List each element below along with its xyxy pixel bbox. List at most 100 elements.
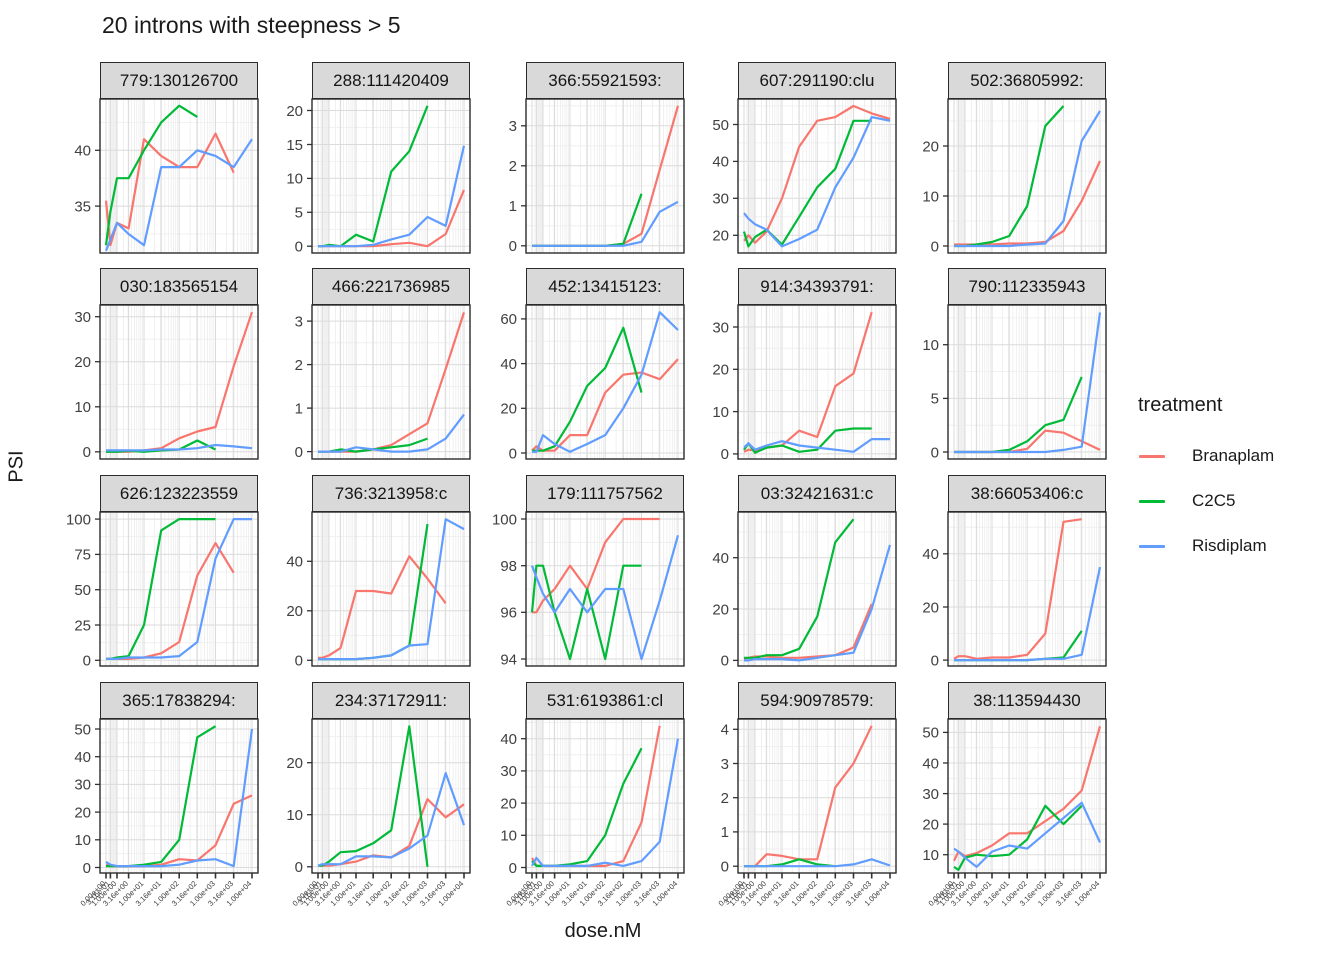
y-tick-label: 0 bbox=[295, 238, 303, 255]
y-tick-label: 10 bbox=[712, 404, 729, 421]
facet-strip: 452:13415123: bbox=[526, 268, 684, 305]
y-tick-label: 50 bbox=[74, 582, 91, 599]
facet-790:112335943: 790:112335943 0 5 10 bbox=[900, 268, 1107, 463]
y-tick-label: 40 bbox=[500, 731, 517, 748]
y-tick-label: 4 bbox=[721, 722, 729, 739]
y-tick-label: 5 bbox=[295, 205, 303, 222]
y-tick-label: 2 bbox=[721, 790, 729, 807]
x-axis-title: dose.nM bbox=[564, 920, 642, 942]
y-tick-label: 3 bbox=[721, 756, 729, 773]
facet-strip: 607:291190:clu bbox=[738, 62, 896, 99]
facet-strip: 38:113594430 bbox=[948, 682, 1106, 719]
facet-365:17838294:: 365:17838294: 0 10 20 30 40 50 0.00e+00 3.16e-01… bbox=[52, 682, 259, 933]
facet-title: 914:34393791: bbox=[760, 276, 874, 296]
legend-label: C2C5 bbox=[1192, 491, 1236, 510]
line-c2c5 bbox=[530, 564, 642, 661]
facet-plot: 0 20 40 60 bbox=[500, 304, 685, 462]
line-risdiplam bbox=[743, 116, 891, 248]
y-tick-label: 20 bbox=[286, 755, 303, 772]
facet-plot: 0102030400.00e+003.16e-011.00e+003.16e+0… bbox=[500, 718, 685, 908]
facet-030:183565154: 030:183565154 0 10 20 30 bbox=[52, 268, 259, 463]
facet-plot: 0 20 40 bbox=[712, 511, 897, 670]
y-tick-label: 100 bbox=[492, 511, 517, 528]
facet-strip: 914:34393791: bbox=[738, 268, 896, 305]
facet-plot: 0 1 2 3 bbox=[295, 304, 471, 461]
facet-title: 466:221736985 bbox=[331, 276, 451, 296]
y-tick-label: 40 bbox=[712, 550, 729, 567]
y-tick-label: 20 bbox=[500, 401, 517, 418]
facet-234:37172911:: 234:37172911: 0 10 20 0.00e+00 3.16e-01 1.00e+… bbox=[264, 682, 471, 933]
facet-title: 03:32421631:c bbox=[760, 483, 874, 503]
legend-key-line-icon bbox=[1138, 443, 1166, 469]
y-tick-label: 40 bbox=[74, 143, 91, 160]
chart-title: 20 introns with steepness > 5 bbox=[102, 12, 401, 38]
y-tick-label: 50 bbox=[74, 721, 91, 738]
y-tick-label: 3 bbox=[295, 313, 303, 330]
facet-plot: 010200.00e+003.16e-011.00e+003.16e+001.0… bbox=[286, 718, 471, 908]
facet-strip: 594:90978579: bbox=[738, 682, 896, 719]
y-tick-label: 0 bbox=[931, 652, 939, 669]
y-tick-label: 35 bbox=[74, 198, 91, 215]
facet-title: 288:111420409 bbox=[333, 70, 449, 90]
y-tick-label: 30 bbox=[74, 777, 91, 794]
y-tick-label: 0 bbox=[295, 859, 303, 876]
facet-531:6193861:cl: 531:6193861:cl 0 10 20 30 40 0.00e+00 3.16e-01 1… bbox=[478, 682, 685, 933]
facet-779:130126700: 779:130126700 35 40 bbox=[52, 62, 259, 257]
line-risdiplam bbox=[318, 413, 465, 453]
facet-strip: 466:221736985 bbox=[312, 268, 470, 305]
facet-plot: 0 10 20 30 bbox=[74, 304, 259, 461]
y-tick-label: 0 bbox=[509, 238, 517, 255]
line-branaplam bbox=[532, 517, 660, 614]
y-tick-label: 2 bbox=[295, 357, 303, 374]
y-tick-label: 0 bbox=[295, 653, 303, 670]
facet-626:123223559: 626:123223559 0 25 50 75 100 bbox=[52, 475, 259, 670]
line-risdiplam bbox=[532, 311, 679, 453]
y-tick-label: 10 bbox=[922, 847, 939, 864]
facet-plot: 012340.00e+003.16e-011.00e+003.16e+001.0… bbox=[717, 718, 897, 908]
facet-strip: 38:66053406:c bbox=[948, 475, 1106, 512]
y-tick-label: 30 bbox=[712, 319, 729, 336]
line-c2c5 bbox=[106, 439, 216, 453]
y-tick-label: 60 bbox=[500, 311, 517, 328]
facet-38:113594430: 38:113594430 10 20 30 40 50 0.00e+00 3.16e-01 1.… bbox=[900, 682, 1107, 933]
legend-entry-branaplam: Branaplam bbox=[1138, 443, 1338, 469]
line-risdiplam bbox=[530, 535, 680, 661]
y-tick-label: 0 bbox=[721, 446, 729, 463]
facet-strip: 626:123223559 bbox=[100, 475, 258, 512]
legend-label: Branaplam bbox=[1192, 446, 1275, 465]
y-tick-label: 50 bbox=[922, 725, 939, 742]
line-risdiplam bbox=[743, 438, 890, 453]
facet-strip: 502:36805992: bbox=[948, 62, 1106, 99]
line-risdiplam bbox=[744, 544, 892, 662]
facet-288:111420409: 288:111420409 0 5 10 15 20 bbox=[264, 62, 471, 257]
y-tick-label: 5 bbox=[931, 391, 939, 408]
line-branaplam bbox=[954, 160, 1102, 246]
facet-plot: 35 40 bbox=[74, 98, 259, 254]
facet-736:3213958:c: 736:3213958:c 0 20 40 bbox=[264, 475, 471, 670]
legend-key-line-icon bbox=[1138, 488, 1166, 514]
facet-strip: 288:111420409 bbox=[312, 62, 470, 99]
line-risdiplam bbox=[106, 443, 253, 452]
facet-strip: 365:17838294: bbox=[100, 682, 258, 719]
y-tick-label: 30 bbox=[922, 786, 939, 803]
y-axis-title: PSI bbox=[5, 450, 28, 483]
y-tick-label: 0 bbox=[295, 444, 303, 461]
facet-plot: 0 5 10 15 20 bbox=[286, 98, 471, 255]
legend-entries: Branaplam C2C5 Risdiplam bbox=[1138, 443, 1338, 559]
facet-strip: 531:6193861:cl bbox=[526, 682, 684, 719]
y-tick-label: 20 bbox=[922, 816, 939, 833]
facet-title: 736:3213958:c bbox=[334, 483, 448, 503]
line-c2c5 bbox=[532, 326, 643, 452]
y-tick-label: 20 bbox=[922, 138, 939, 155]
facet-607:291190:clu: 607:291190:clu 20 30 40 50 bbox=[690, 62, 897, 257]
y-tick-label: 0 bbox=[931, 238, 939, 255]
y-tick-label: 10 bbox=[74, 399, 91, 416]
facet-title: 502:36805992: bbox=[970, 70, 1084, 90]
y-tick-label: 20 bbox=[286, 103, 303, 120]
y-tick-label: 0 bbox=[83, 653, 91, 670]
y-tick-label: 10 bbox=[922, 337, 939, 354]
facet-914:34393791:: 914:34393791: 0 10 20 30 bbox=[690, 268, 897, 463]
facet-179:111757562: 179:111757562 94 96 98 100 bbox=[478, 475, 685, 670]
line-risdiplam bbox=[106, 517, 252, 660]
facet-366:55921593:: 366:55921593: 0 1 2 3 bbox=[478, 62, 685, 257]
